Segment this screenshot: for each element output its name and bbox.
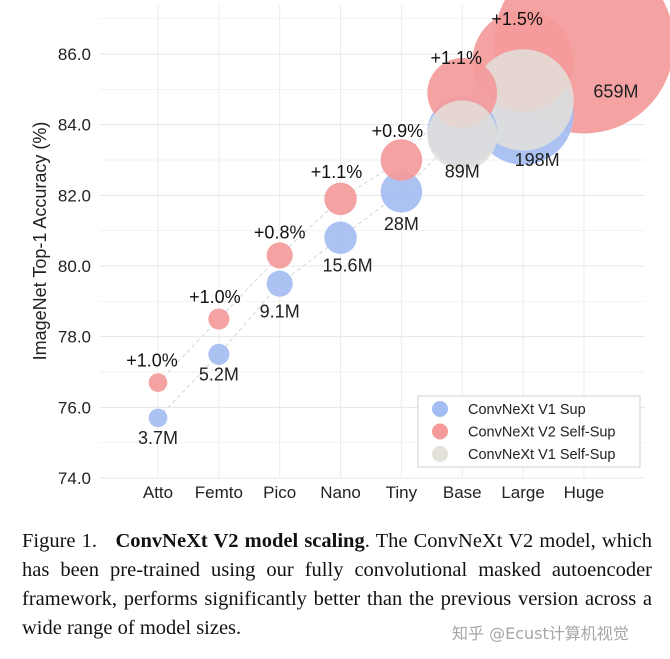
point-v2_self_sup-nano xyxy=(324,182,357,216)
figure-caption: Figure 1. ConvNeXt V2 model scaling. The… xyxy=(22,527,652,643)
caption-prefix: Figure 1. xyxy=(22,530,98,552)
point-v1_sup-femto xyxy=(208,343,230,365)
x-axis: Atto Femto Pico Nano Tiny Base Large Huge xyxy=(143,483,604,502)
x-tick-label: Large xyxy=(501,483,544,502)
x-tick-label: Tiny xyxy=(386,483,418,502)
caption-body: . The ConvNeXt V2 model, which has been … xyxy=(22,530,652,639)
data-points xyxy=(148,0,670,428)
gain-label: +1.0% xyxy=(189,287,241,307)
y-axis: 74.0 76.0 78.0 80.0 82.0 84.0 86.0 xyxy=(58,45,91,488)
point-v2_self_sup-femto xyxy=(208,308,230,330)
gain-label: +1.1% xyxy=(430,48,482,68)
y-axis-title: ImageNet Top-1 Accuracy (%) xyxy=(30,122,50,361)
y-tick-label: 84.0 xyxy=(58,116,91,135)
size-label: 5.2M xyxy=(199,364,239,384)
point-v1_self_sup-base xyxy=(427,100,498,171)
size-label: 15.6M xyxy=(323,256,373,276)
size-label: 28M xyxy=(384,214,419,234)
gain-label: +1.0% xyxy=(126,351,178,371)
point-v1_sup-nano xyxy=(324,221,357,254)
y-tick-label: 82.0 xyxy=(58,186,91,205)
size-label: 9.1M xyxy=(260,302,300,322)
size-label: 89M xyxy=(445,162,480,182)
legend-marker xyxy=(432,446,448,462)
legend-label: ConvNeXt V2 Self-Sup xyxy=(468,425,616,441)
legend-marker xyxy=(432,401,448,417)
y-tick-label: 80.0 xyxy=(58,257,91,276)
legend-marker xyxy=(432,423,448,440)
point-v2_self_sup-atto xyxy=(148,373,168,392)
y-tick-label: 76.0 xyxy=(58,398,91,417)
gain-label: +0.8% xyxy=(254,222,306,242)
x-tick-label: Nano xyxy=(320,483,361,502)
point-v1_sup-tiny xyxy=(380,171,423,213)
point-v2_self_sup-pico xyxy=(266,242,293,269)
point-v1_sup-pico xyxy=(266,270,293,297)
x-tick-label: Pico xyxy=(263,483,296,502)
x-tick-label: Huge xyxy=(564,483,605,502)
scaling-chart: 74.0 76.0 78.0 80.0 82.0 84.0 86.0 Atto Femto Pi… xyxy=(30,0,670,502)
legend-box xyxy=(417,395,641,468)
y-tick-label: 74.0 xyxy=(58,469,91,488)
x-tick-label: Base xyxy=(443,483,482,502)
x-tick-label: Atto xyxy=(143,483,173,502)
point-v2_self_sup-tiny xyxy=(380,139,423,181)
point-v1_sup-atto xyxy=(148,408,168,428)
size-label: 659M xyxy=(593,81,638,101)
point-labels: 3.7M 5.2M 9.1M 15.6M 28M 89M 198M 659M +1.0% +1.0… xyxy=(126,9,638,448)
legend: ConvNeXt V1 Sup ConvNeXt V2 Self-Sup ConvN… xyxy=(417,395,641,468)
gain-label: +1.5% xyxy=(491,9,543,29)
legend-label: ConvNeXt V1 Self-Sup xyxy=(468,447,616,463)
x-tick-label: Femto xyxy=(195,483,243,502)
legend-label: ConvNeXt V1 Sup xyxy=(468,402,586,418)
y-tick-label: 86.0 xyxy=(58,45,91,64)
size-label: 198M xyxy=(515,150,560,170)
size-label: 3.7M xyxy=(138,428,178,448)
point-v1_self_sup-large xyxy=(472,49,574,151)
caption-title: ConvNeXt V2 model scaling xyxy=(115,530,365,552)
gain-label: +0.9% xyxy=(372,121,424,141)
gain-label: +1.1% xyxy=(311,162,363,182)
watermark: 知乎 @Ecust计算机视觉 xyxy=(452,624,629,643)
y-tick-label: 78.0 xyxy=(58,328,91,347)
